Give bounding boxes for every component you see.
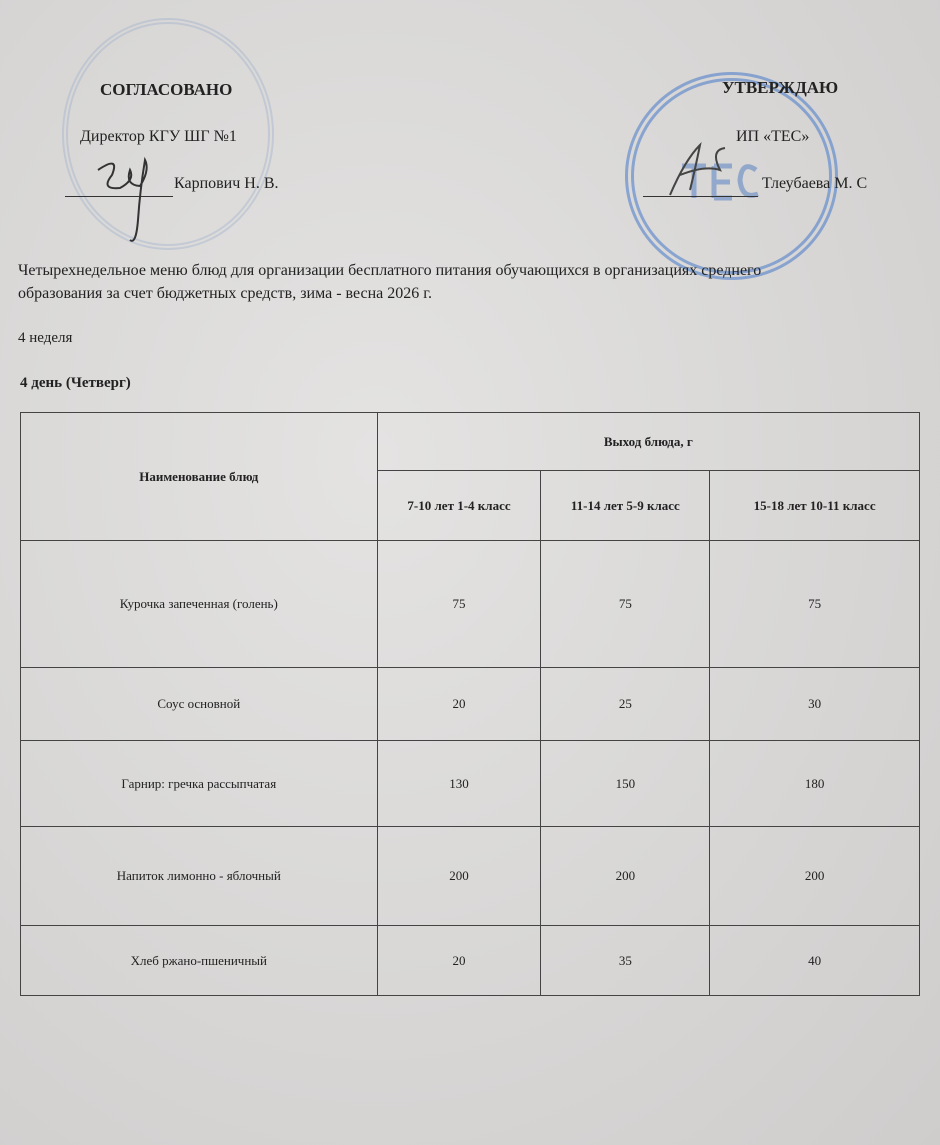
yield-value: 35 (540, 925, 711, 996)
yield-value: 200 (376, 826, 542, 926)
yield-value: 200 (540, 826, 711, 926)
yield-value: 20 (376, 667, 542, 741)
header-age-3: 15-18 лет 10-11 класс (709, 470, 920, 541)
table-row: Курочка запеченная (голень) 75 75 75 (20, 540, 920, 668)
signature-line-left (65, 196, 173, 197)
menu-table: Наименование блюд Выход блюда, г 7-10 ле… (20, 412, 921, 996)
yield-value: 150 (540, 740, 711, 827)
header-yield: Выход блюда, г (376, 412, 921, 471)
approval-right-position: ИП «ТЕС» (736, 128, 810, 145)
stamp-right (625, 72, 838, 280)
yield-value: 75 (540, 540, 711, 668)
header-dish-name: Наименование блюд (20, 412, 378, 541)
approval-left-name: Карпович Н. В. (174, 175, 279, 192)
yield-value: 75 (376, 540, 542, 668)
table-row: Соус основной 20 25 30 (20, 667, 920, 741)
document-title: Четырехнедельное меню блюд для организац… (18, 262, 762, 279)
dish-name: Хлеб ржано-пшеничный (20, 925, 378, 996)
dish-name: Напиток лимонно - яблочный (20, 826, 378, 926)
signature-left (97, 156, 148, 242)
yield-value: 20 (376, 925, 542, 996)
day-label: 4 день (Четверг) (20, 375, 131, 391)
yield-value: 25 (540, 667, 711, 741)
yield-value: 30 (709, 667, 920, 741)
approval-left-heading: СОГЛАСОВАНО (100, 80, 233, 99)
dish-name: Гарнир: гречка рассыпчатая (20, 740, 378, 827)
yield-value: 180 (709, 740, 920, 827)
dish-name: Соус основной (20, 667, 378, 741)
table-row: Гарнир: гречка рассыпчатая 130 150 180 (20, 740, 920, 827)
header-age-1: 7-10 лет 1-4 класс (376, 470, 542, 541)
header-age-2: 11-14 лет 5-9 класс (540, 470, 711, 541)
table-row: Напиток лимонно - яблочный 200 200 200 (20, 826, 920, 926)
table-row: Хлеб ржано-пшеничный 20 35 40 (20, 925, 920, 996)
week-label: 4 неделя (18, 330, 73, 346)
stamp-right-lettering (682, 163, 759, 201)
yield-value: 130 (376, 740, 542, 827)
stamp-left (62, 18, 274, 250)
signature-right (669, 141, 726, 196)
approval-right-name: Тлеубаева М. С (762, 175, 868, 192)
approval-right-heading: УТВЕРЖДАЮ (722, 78, 839, 97)
document-title-line2: образования за счет бюджетных средств, з… (18, 285, 433, 302)
yield-value: 200 (709, 826, 920, 926)
signature-line-right (643, 196, 758, 197)
yield-value: 40 (709, 925, 920, 996)
yield-value: 75 (709, 540, 920, 668)
dish-name: Курочка запеченная (голень) (20, 540, 378, 668)
approval-left-position: Директор КГУ ШГ №1 (80, 128, 237, 145)
